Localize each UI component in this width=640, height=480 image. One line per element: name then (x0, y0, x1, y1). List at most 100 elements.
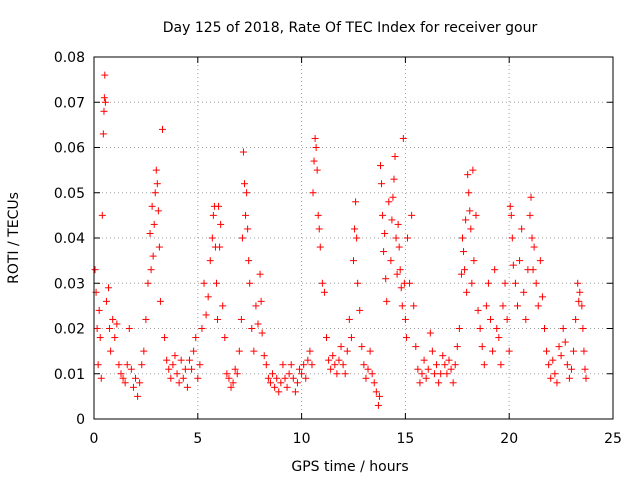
data-point (277, 379, 285, 387)
data-point (398, 302, 406, 310)
data-point (408, 211, 416, 219)
data-point (320, 288, 328, 296)
data-point (121, 379, 129, 387)
data-point (337, 343, 345, 351)
data-point (410, 302, 418, 310)
data-point (111, 334, 119, 342)
data-point (262, 361, 270, 369)
data-point (194, 374, 202, 382)
data-point (424, 365, 432, 373)
data-point (435, 379, 443, 387)
data-point (181, 365, 189, 373)
data-point (507, 211, 515, 219)
data-point (256, 270, 264, 278)
data-point (522, 315, 530, 323)
data-point (567, 365, 575, 373)
data-point (551, 370, 559, 378)
data-point (279, 361, 287, 369)
data-point (418, 370, 426, 378)
data-point (275, 388, 283, 396)
data-point (152, 166, 160, 174)
data-point (532, 279, 540, 287)
data-point (449, 379, 457, 387)
data-point (458, 234, 466, 242)
data-point (466, 207, 474, 215)
data-point (362, 374, 370, 382)
data-point (310, 157, 318, 165)
data-point (352, 198, 360, 206)
data-point (360, 361, 368, 369)
data-point (254, 320, 262, 328)
data-point (482, 302, 490, 310)
data-point (177, 356, 185, 364)
x-axis-label: GPS time / hours (291, 459, 408, 475)
data-point (142, 315, 150, 323)
data-point (487, 315, 495, 323)
data-point (246, 279, 254, 287)
data-point (198, 325, 206, 332)
data-point (457, 270, 465, 278)
data-point (530, 243, 538, 251)
data-point (565, 374, 573, 382)
data-point (127, 365, 135, 373)
data-point (151, 189, 159, 197)
data-point (575, 297, 583, 305)
data-point (298, 370, 306, 378)
data-point (557, 352, 565, 360)
data-point (225, 374, 233, 382)
data-point (439, 352, 447, 360)
data-point (113, 320, 121, 328)
data-point (283, 383, 291, 391)
data-point (154, 207, 162, 215)
x-tick-label: 0 (90, 431, 99, 447)
data-point (123, 361, 131, 369)
data-point (146, 229, 154, 237)
data-point (293, 379, 301, 387)
data-point (503, 315, 511, 323)
data-point (271, 383, 279, 391)
data-point (406, 279, 414, 287)
data-point (96, 334, 104, 342)
data-point (285, 370, 293, 378)
data-point (215, 202, 223, 210)
data-point (101, 98, 109, 106)
data-point (345, 315, 353, 323)
y-tick-label: 0.01 (54, 367, 85, 383)
data-point (570, 347, 578, 355)
data-point (561, 338, 569, 346)
data-point (132, 374, 140, 382)
data-point (395, 243, 403, 251)
data-point (382, 275, 390, 283)
data-point (209, 211, 217, 219)
x-tick-label: 20 (500, 431, 518, 447)
data-point (378, 180, 386, 188)
data-point (385, 198, 393, 206)
data-point (469, 166, 477, 174)
data-point (354, 279, 362, 287)
data-point (212, 279, 220, 287)
data-point (547, 374, 555, 382)
data-point (368, 370, 376, 378)
data-point (516, 257, 524, 265)
data-point (219, 302, 227, 310)
data-point (308, 361, 316, 369)
data-point (347, 334, 355, 342)
data-point (173, 370, 181, 378)
data-point (306, 347, 314, 355)
data-point (266, 379, 274, 387)
data-point (138, 361, 146, 369)
data-point (499, 302, 507, 310)
data-point (534, 302, 542, 310)
data-point (389, 193, 397, 201)
data-point (514, 302, 522, 310)
data-point (396, 266, 404, 274)
data-point (258, 329, 266, 337)
data-point (107, 347, 115, 355)
data-point (208, 234, 216, 242)
data-point (536, 257, 544, 265)
data-point (149, 252, 157, 260)
data-point (465, 189, 473, 197)
data-point (464, 171, 472, 179)
data-point (441, 361, 449, 369)
